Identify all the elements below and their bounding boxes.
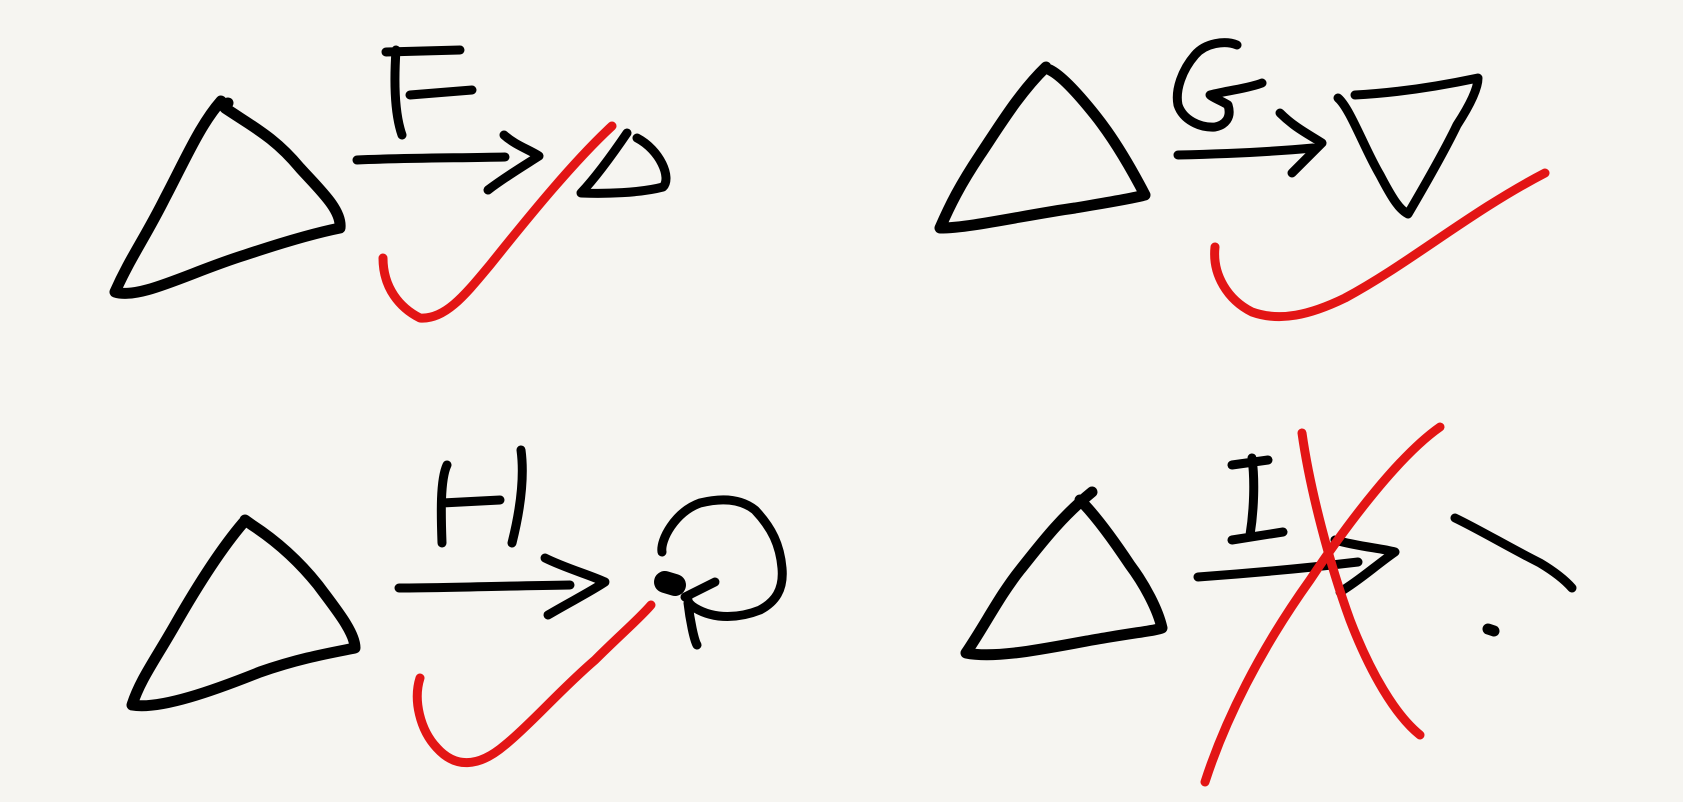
panel-e xyxy=(109,45,671,323)
checkmark-g xyxy=(1210,168,1550,322)
arrow-g-head xyxy=(1275,108,1327,178)
cross-mark-stroke-1 xyxy=(1297,428,1425,740)
cross-mark-stroke-2 xyxy=(1200,422,1445,787)
checkmark-e xyxy=(378,121,617,323)
arrow-h-head xyxy=(540,553,610,620)
input-triangle-g xyxy=(934,61,1151,234)
output-q-glyph xyxy=(657,495,787,650)
letter-i-glyph xyxy=(1227,453,1288,545)
arrow-e-shaft xyxy=(352,152,510,165)
output-triangle-e xyxy=(576,128,671,198)
letter-h-glyph xyxy=(436,445,527,548)
letter-e-glyph xyxy=(381,45,477,140)
panel-i xyxy=(960,422,1577,787)
checkmark-h xyxy=(412,600,656,768)
input-triangle-i xyxy=(960,486,1168,661)
output-triangle-g xyxy=(1333,73,1483,219)
output-q-stroke xyxy=(680,577,720,602)
output-question-dot xyxy=(1482,623,1500,637)
letter-g-glyph xyxy=(1172,38,1267,132)
arrow-i-head xyxy=(1330,535,1400,597)
arrow-e-head xyxy=(483,130,544,195)
output-q-dot xyxy=(654,571,686,596)
panel-h xyxy=(126,445,787,768)
input-triangle-e xyxy=(109,95,346,299)
panel-g xyxy=(934,38,1550,322)
output-question-mark xyxy=(1450,513,1577,593)
arrow-g-shaft xyxy=(1173,143,1318,160)
input-triangle-h xyxy=(126,514,361,712)
arrow-h-shaft xyxy=(394,580,575,593)
